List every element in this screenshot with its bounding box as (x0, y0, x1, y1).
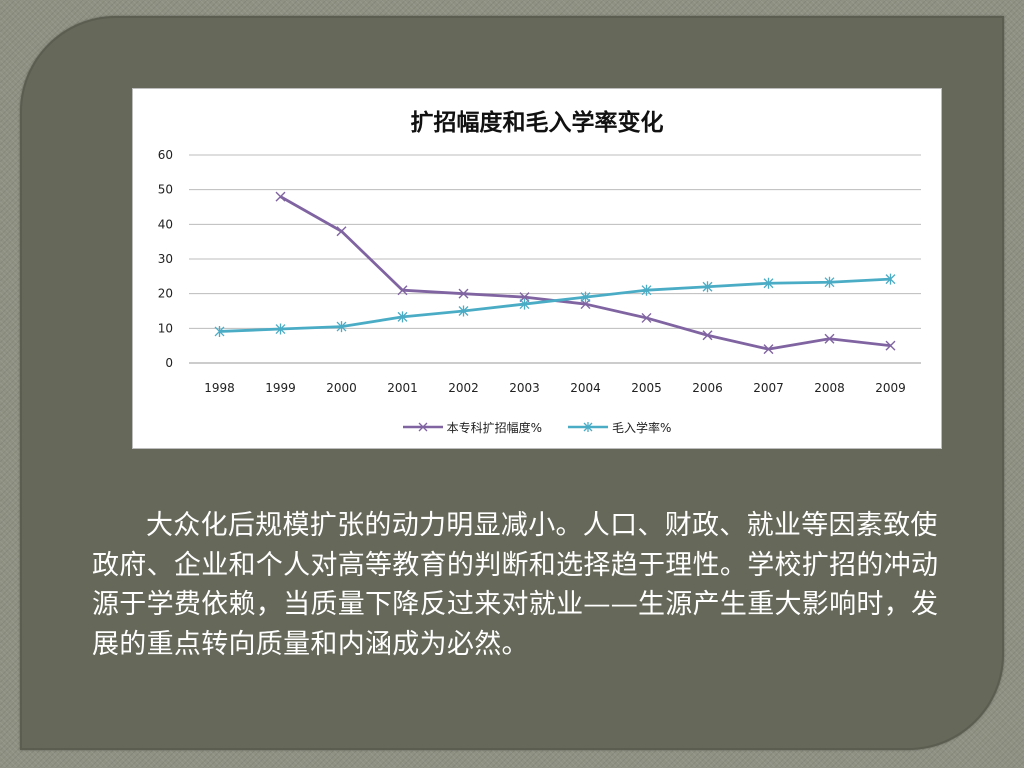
y-tick-label: 60 (158, 148, 173, 162)
x-tick-label: 2009 (875, 381, 906, 395)
x-tick-label: 2000 (326, 381, 357, 395)
x-tick-label: 2002 (448, 381, 479, 395)
slide-caption: 大众化后规模扩张的动力明显减小。人口、财政、就业等因素致使政府、企业和个人对高等… (92, 510, 939, 660)
x-tick-label: 2004 (570, 381, 601, 395)
data-point (824, 276, 835, 288)
data-point (519, 298, 530, 310)
x-tick-label: 2007 (753, 381, 784, 395)
legend-entry: 本专科扩招幅度% (402, 419, 542, 436)
x-tick-label: 2005 (631, 381, 662, 395)
x-tick-label: 2008 (814, 381, 845, 395)
chart-legend: 本专科扩招幅度% 毛入学率% (133, 417, 941, 437)
x-tick-label: 2003 (509, 381, 540, 395)
legend-swatch (402, 422, 443, 432)
data-point (702, 330, 713, 341)
data-point (763, 277, 774, 289)
data-point (641, 284, 652, 296)
series-line (279, 195, 891, 351)
data-point (824, 333, 835, 344)
series-line (219, 277, 891, 333)
data-point (580, 299, 591, 310)
data-point (580, 291, 591, 303)
data-point (763, 344, 774, 355)
data-point (214, 325, 225, 337)
chart-title: 扩招幅度和毛入学率变化 (410, 110, 664, 136)
data-point (458, 288, 469, 299)
y-tick-label: 40 (158, 217, 173, 231)
y-tick-label: 0 (165, 356, 173, 370)
data-point (397, 311, 408, 323)
y-tick-label: 50 (158, 183, 173, 197)
data-point (336, 321, 347, 333)
data-point (519, 292, 530, 303)
data-point (397, 285, 408, 296)
data-point (641, 312, 652, 323)
data-point (885, 273, 896, 285)
x-tick-label: 1998 (204, 381, 235, 395)
legend-label: 本专科扩招幅度% (446, 420, 542, 435)
y-tick-label: 10 (158, 321, 173, 335)
x-tick-label: 2006 (692, 381, 723, 395)
data-point (275, 191, 286, 202)
y-tick-label: 30 (158, 252, 173, 266)
legend-entry: 毛入学率% (568, 419, 671, 436)
slide-panel: 扩招幅度和毛入学率变化 0 10 20 30 40 50 60 1998 1999 2000 200… (20, 16, 1004, 750)
legend-label: 毛入学率% (612, 420, 672, 435)
y-tick-label: 20 (158, 287, 173, 301)
data-point (336, 226, 347, 237)
data-point (702, 281, 713, 293)
data-point (885, 340, 896, 351)
x-tick-label: 2001 (387, 381, 418, 395)
line-chart: 扩招幅度和毛入学率变化 0 10 20 30 40 50 60 1998 1999 2000 200… (132, 88, 942, 449)
x-tick-label: 1999 (265, 381, 296, 395)
data-point (458, 305, 469, 317)
data-point (275, 323, 286, 335)
chart-plot: 0 10 20 30 40 50 60 1998 1999 2000 2001 2002 2003 200… (158, 148, 921, 395)
legend-swatch (568, 422, 608, 432)
